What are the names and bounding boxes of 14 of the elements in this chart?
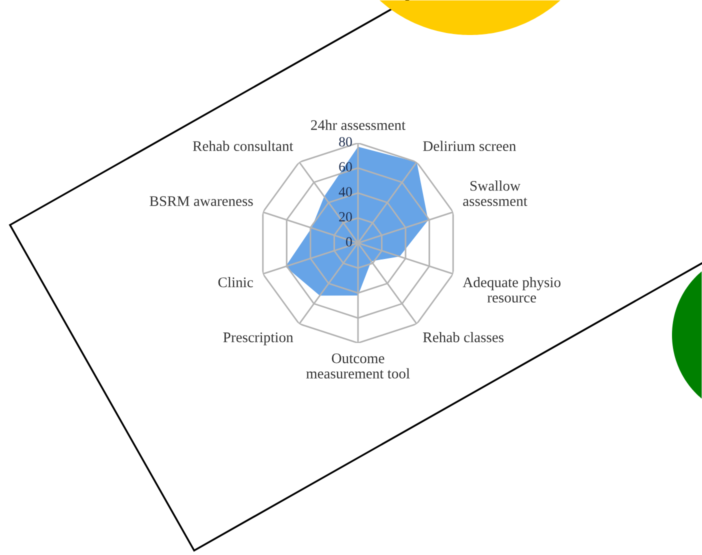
y-tick-label: 0 xyxy=(346,237,352,246)
spoke-label: Outcome measurement tool xyxy=(306,353,410,379)
y-tick-label: 40 xyxy=(338,187,352,196)
spoke-label: Rehab consultant xyxy=(192,140,294,152)
spoke-label: BSRM awareness xyxy=(150,196,253,206)
spoke-label: Prescription xyxy=(223,332,294,346)
spoke-label: Rehab classes xyxy=(423,332,504,342)
y-tick-label: 20 xyxy=(339,212,352,222)
spoke-label: Adequate physio resource xyxy=(462,276,560,303)
spoke-label: Delirium screen xyxy=(423,140,516,152)
spoke-label: Clinic xyxy=(218,276,253,288)
y-tick-label: 80 xyxy=(339,137,352,146)
spoke-label: 24hr assessment xyxy=(311,120,406,130)
spoke-label: Swallow assessment xyxy=(463,180,528,206)
